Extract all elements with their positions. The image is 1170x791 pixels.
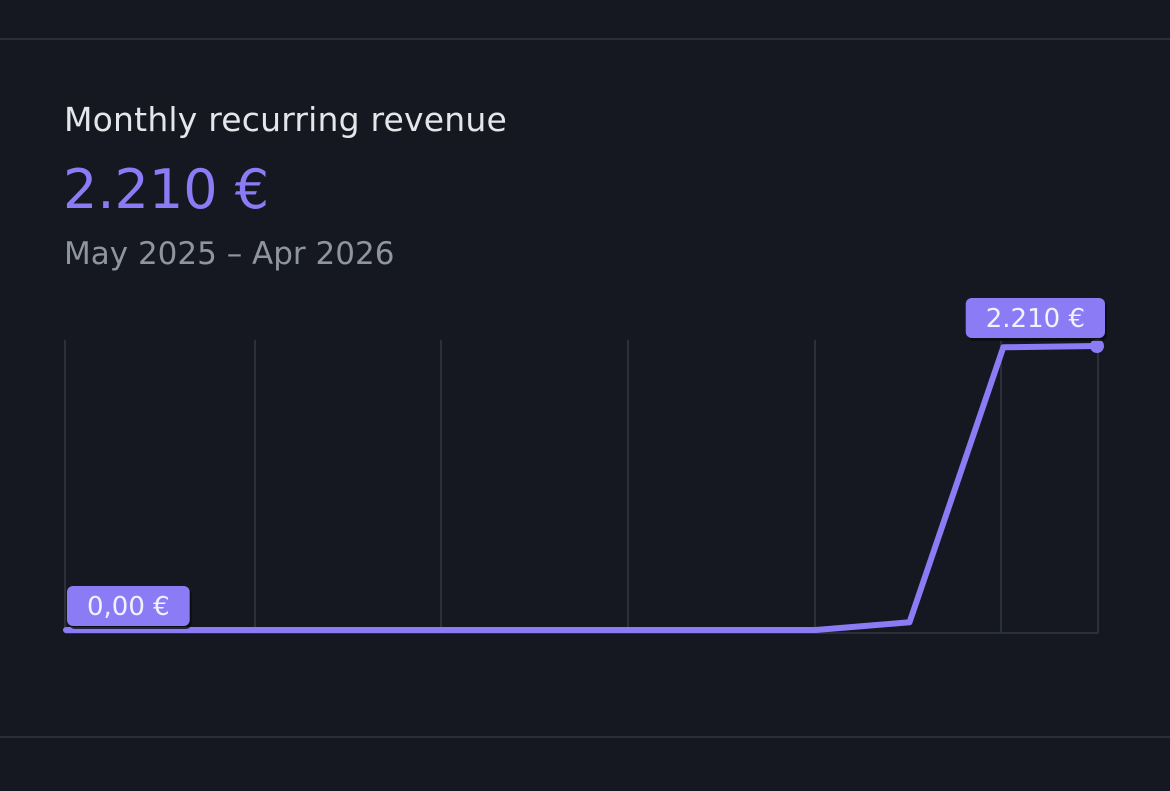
chart-grid <box>64 340 1099 634</box>
value-label-11: 2.210 € <box>965 298 1107 341</box>
value-label-text-11: 2.210 € <box>986 304 1085 334</box>
chart-series <box>63 339 1104 633</box>
value-label-pill-11 <box>965 298 1105 338</box>
top-divider <box>0 38 1170 40</box>
value-label-text-0: 0,00 € <box>87 592 170 622</box>
bottom-divider <box>0 736 1170 738</box>
mrr-value: 2.210 € <box>63 158 270 221</box>
data-point-11 <box>1090 339 1104 353</box>
date-range: May 2025 – Apr 2026 <box>64 236 395 272</box>
value-label-0: 0,00 € <box>67 586 192 629</box>
card-title: Monthly recurring revenue <box>64 100 508 139</box>
chart-labels: 0,00 € 2.210 € <box>67 298 1107 629</box>
series-line <box>63 343 1100 633</box>
value-label-pill-0 <box>67 586 190 626</box>
